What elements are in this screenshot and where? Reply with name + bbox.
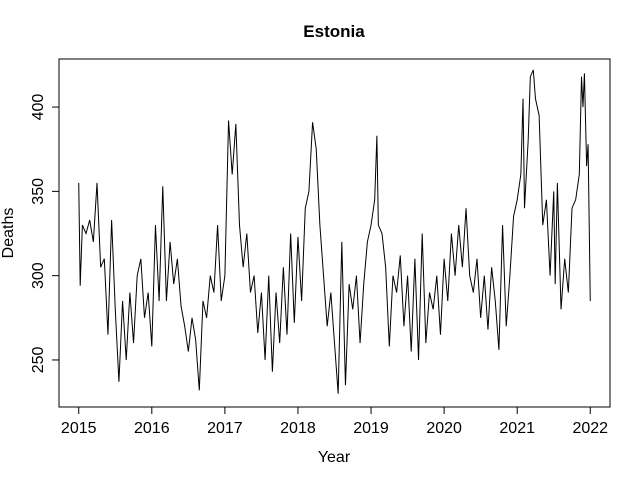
x-tick-label: 2015 — [61, 420, 97, 437]
plot-box — [58, 58, 611, 408]
x-axis-label: Year — [318, 449, 351, 466]
y-tick-label: 400 — [30, 94, 47, 121]
x-tick-label: 2017 — [207, 420, 243, 437]
x-tick-label: 2022 — [572, 420, 608, 437]
x-tick-label: 2019 — [353, 420, 389, 437]
y-tick-label: 350 — [30, 178, 47, 205]
x-tick-label: 2020 — [426, 420, 462, 437]
y-tick-label: 300 — [30, 262, 47, 289]
x-tick-label: 2018 — [280, 420, 316, 437]
x-tick-label: 2021 — [499, 420, 535, 437]
y-axis-label: Deaths — [0, 208, 17, 259]
data-line — [78, 69, 591, 394]
chart-title: Estonia — [303, 22, 365, 41]
x-tick-label: 2016 — [134, 420, 170, 437]
y-tick-label: 250 — [30, 347, 47, 374]
